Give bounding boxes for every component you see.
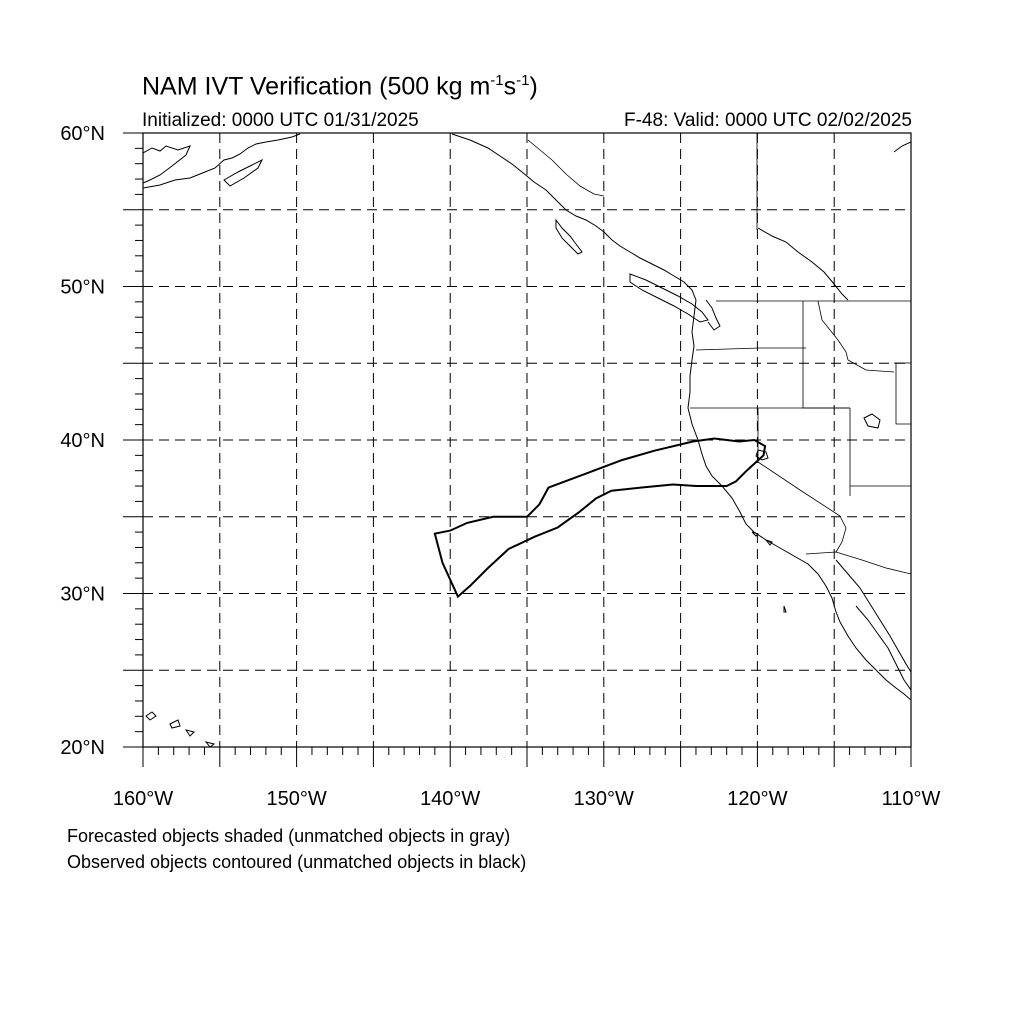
wyoming-border bbox=[894, 362, 911, 425]
valid-time: F-48: Valid: 0000 UTC 02/02/2025 bbox=[624, 110, 912, 131]
hudson-bay-edge bbox=[893, 141, 911, 153]
lat-label: 40°N bbox=[60, 430, 105, 452]
gulf-of-california-coast bbox=[835, 559, 911, 673]
lon-label: 130°W bbox=[574, 788, 634, 810]
lon-label: 150°W bbox=[266, 788, 326, 810]
longitude-labels: 160°W 150°W 140°W 130°W 120°W 110°W bbox=[113, 788, 941, 810]
lat-label: 50°N bbox=[60, 277, 105, 299]
lat-label: 20°N bbox=[60, 737, 105, 759]
latitude-labels: 20°N 30°N 40°N 50°N 60°N bbox=[60, 123, 105, 759]
puget-sound bbox=[705, 299, 721, 331]
idaho-montana-border bbox=[817, 300, 895, 373]
haida-gwaii bbox=[555, 218, 583, 255]
observed-ivt-object-contour bbox=[433, 437, 767, 599]
california-nevada-border bbox=[757, 408, 841, 517]
arizona-california-border bbox=[835, 515, 847, 553]
hawaii-island-4 bbox=[204, 741, 216, 747]
lon-label: 140°W bbox=[420, 788, 480, 810]
great-salt-lake bbox=[863, 413, 881, 429]
footnote-observed: Observed objects contoured (unmatched ob… bbox=[67, 852, 527, 872]
initialized-time: Initialized: 0000 UTC 01/31/2025 bbox=[142, 110, 419, 131]
idaho-border bbox=[802, 301, 850, 409]
title-text-end: ) bbox=[529, 72, 538, 101]
alaska-panhandle-coast bbox=[451, 133, 697, 301]
washington-oregon-border bbox=[695, 347, 806, 351]
lat-label: 60°N bbox=[60, 123, 105, 145]
lat-label: 30°N bbox=[60, 584, 105, 606]
title-superscript-2: -1 bbox=[516, 72, 530, 89]
lat-lon-grid bbox=[143, 133, 911, 747]
axis-ticks bbox=[123, 132, 912, 767]
lon-label: 110°W bbox=[882, 788, 941, 810]
channel-islands-2 bbox=[764, 538, 773, 546]
alaska-kenai-coast bbox=[143, 133, 301, 189]
title-text: NAM IVT Verification (500 kg m bbox=[142, 72, 491, 101]
map-title: NAM IVT Verification (500 kg m-1s-1) bbox=[142, 72, 538, 101]
title-text-mid: s bbox=[503, 72, 517, 101]
hawaii-island-3 bbox=[184, 729, 195, 737]
political-borders bbox=[527, 133, 911, 575]
alaska-canada-border bbox=[527, 139, 605, 197]
footnote-forecast: Forecasted objects shaded (unmatched obj… bbox=[67, 826, 511, 846]
lon-label: 120°W bbox=[727, 788, 787, 810]
us-mexico-border bbox=[805, 551, 911, 575]
canada-internal-river bbox=[757, 227, 849, 301]
mexico-mainland-coast bbox=[855, 605, 911, 691]
title-superscript-1: -1 bbox=[490, 72, 504, 89]
hawaii-island-2 bbox=[169, 719, 181, 729]
baja-california bbox=[839, 621, 911, 701]
kodiak-island bbox=[223, 158, 264, 187]
coastlines-and-borders bbox=[143, 133, 911, 747]
lon-label: 160°W bbox=[113, 788, 173, 810]
hawaii-island-1 bbox=[145, 711, 157, 721]
vancouver-island bbox=[629, 273, 709, 323]
guadalupe-island bbox=[783, 605, 787, 613]
channel-islands-1 bbox=[751, 531, 759, 537]
alaska-coast bbox=[143, 145, 191, 184]
